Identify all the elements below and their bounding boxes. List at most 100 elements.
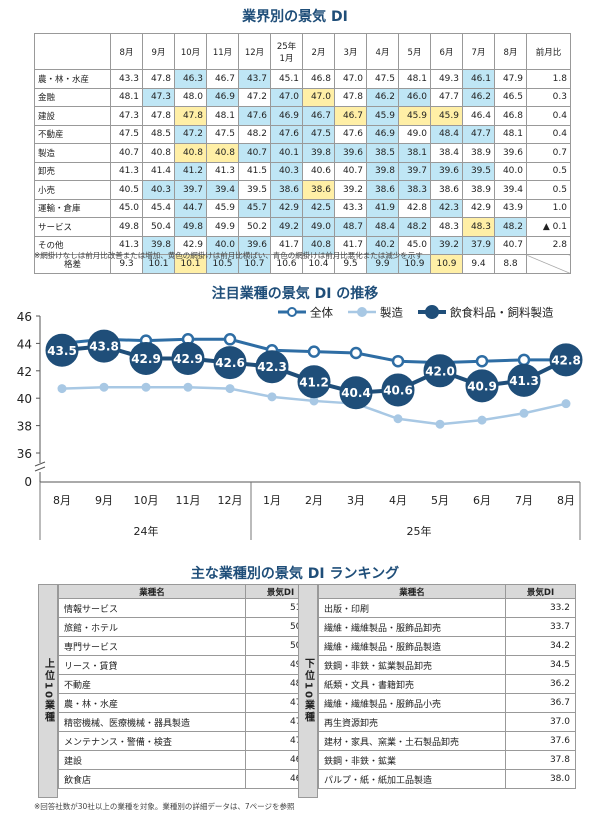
data-point <box>339 376 373 410</box>
table-cell: 47.2 <box>174 124 207 144</box>
table-cell: 39.2 <box>430 235 463 255</box>
table-cell: 48.2 <box>238 124 271 144</box>
industry-score: 37.6 <box>505 731 576 751</box>
data-point <box>171 341 205 375</box>
diff-cell: 0.4 <box>526 124 571 144</box>
table-cell: 46.1 <box>462 69 495 89</box>
table-cell: 49.2 <box>270 217 303 237</box>
axis-break <box>34 461 46 472</box>
x-tick-label: 3月 <box>347 494 365 507</box>
table-cell: 48.7 <box>334 217 367 237</box>
industry-name: 飲食店 <box>58 769 246 789</box>
table-cell: 49.9 <box>206 217 239 237</box>
x-tick-label: 1月 <box>263 494 281 507</box>
table-cell: 38.6 <box>270 180 303 200</box>
ranking-row: 繊維・繊維製品・服飾品小売 36.7 <box>318 693 576 713</box>
data-point <box>475 354 489 368</box>
column-header: 前月比 <box>526 33 571 70</box>
table-cell: 49.8 <box>110 217 143 237</box>
industry-score: 34.2 <box>505 636 576 656</box>
table-cell: 47.6 <box>334 124 367 144</box>
data-point <box>297 365 331 399</box>
ranking-row: 繊維・繊維製品・服飾品卸売 33.7 <box>318 617 576 637</box>
row-label: サービス <box>34 217 111 237</box>
ranking-row: 旅館・ホテル50.5 <box>58 617 316 637</box>
data-label: 41.2 <box>299 375 329 389</box>
table-cell: 42.8 <box>398 198 431 218</box>
table-cell: 41.7 <box>270 235 303 255</box>
ranking-row: 飲食店46.8 <box>58 769 316 789</box>
ranking-row: 鉄鋼・非鉄・鉱業 37.8 <box>318 750 576 770</box>
table-cell: 47.3 <box>142 87 175 107</box>
table-cell: 46.9 <box>206 87 239 107</box>
data-point <box>435 419 445 429</box>
year-label: 25年 <box>407 524 432 538</box>
y-tick-label: 42 <box>17 365 32 379</box>
table-cell: 39.6 <box>494 143 527 163</box>
bottom-ranking-table: 業種名 景気DI 出版・印刷 33.2 繊維・繊維製品・服飾品卸売 33.7 繊維・繊維製品… <box>318 584 576 789</box>
ranking-row: 情報サービス51.8 <box>58 598 316 618</box>
industry-name: 情報サービス <box>58 598 246 618</box>
table-cell: 42.3 <box>430 198 463 218</box>
row-label: 格差 <box>34 254 111 274</box>
x-tick-label: 6月 <box>473 494 491 507</box>
ranking-row: 精密機械、医療機械・器具製造47.0 <box>58 712 316 732</box>
industry-name: 旅館・ホテル <box>58 617 246 637</box>
table-cell: 37.9 <box>462 235 495 255</box>
table-cell: 41.3 <box>110 235 143 255</box>
ranking-row: 農・林・水産47.9 <box>58 693 316 713</box>
table-cell: 48.2 <box>398 217 431 237</box>
column-header: 5月 <box>398 33 431 70</box>
table-cell: 47.5 <box>110 124 143 144</box>
column-header: 2月 <box>302 33 335 70</box>
table-cell: 46.7 <box>334 106 367 126</box>
table-cell: 40.6 <box>302 161 335 181</box>
x-tick-label: 5月 <box>431 494 449 507</box>
ranking-row: 建設46.8 <box>58 750 316 770</box>
table-cell: 48.2 <box>494 217 527 237</box>
table-note: ※網掛けなしは前月比改善または増加、黄色の網掛けは前月比横ばい、青色の網掛けは前… <box>34 251 423 260</box>
industry-name: 繊維・繊維製品・服飾品卸売 <box>318 617 506 637</box>
diff-cell: 0.5 <box>526 180 571 200</box>
table-cell: 45.0 <box>398 235 431 255</box>
table-cell: 40.0 <box>206 235 239 255</box>
ranking-row: 専門サービス50.3 <box>58 636 316 656</box>
table-cell: 39.4 <box>206 180 239 200</box>
diff-cell <box>526 254 571 274</box>
industry-name: 不動産 <box>58 674 246 694</box>
data-point <box>477 415 487 425</box>
industry-score: 36.7 <box>505 693 576 713</box>
table-cell: 10.6 <box>270 254 303 274</box>
table-cell: 49.0 <box>302 217 335 237</box>
data-point <box>45 333 79 367</box>
diff-cell: 0.5 <box>526 161 571 181</box>
diff-cell: 0.7 <box>526 143 571 163</box>
diff-cell: 2.8 <box>526 235 571 255</box>
column-header: 10月 <box>174 33 207 70</box>
data-label: 42.6 <box>215 356 245 370</box>
table-cell: 39.8 <box>366 161 399 181</box>
table-cell: 40.8 <box>206 143 239 163</box>
table-cell: 38.3 <box>398 180 431 200</box>
y-tick-label: 44 <box>17 337 32 351</box>
data-point <box>381 373 415 407</box>
column-header: 25年 1月 <box>270 33 303 70</box>
ranking-note: ※回答社数が30社以上の業種を対象。業種別の詳細データは、7ページを参照 <box>34 802 295 811</box>
table-row: 小売 40.5 40.3 39.7 39.4 39.5 38.6 38.6 39.2 38.6 38… <box>34 180 571 200</box>
data-point <box>99 382 109 392</box>
table-cell: 42.9 <box>270 198 303 218</box>
industry-name: 鉄鋼・非鉄・鉱業 <box>318 750 506 770</box>
table-cell: 39.7 <box>174 180 207 200</box>
data-point <box>213 346 247 380</box>
table-cell: 38.5 <box>366 143 399 163</box>
table-cell: 10.9 <box>430 254 463 274</box>
row-label: 運輸・倉庫 <box>34 198 111 218</box>
table-title: 業界別の景気 DI <box>242 9 348 25</box>
table-cell: 10.1 <box>174 254 207 274</box>
table-cell: 46.2 <box>366 87 399 107</box>
col-header-name: 業種名 <box>318 584 506 599</box>
industry-name: 鉄鋼・非鉄・鉱業製品卸売 <box>318 655 506 675</box>
x-tick-label: 8月 <box>53 494 71 507</box>
table-row: 農・林・水産 43.3 47.8 46.3 46.7 43.7 45.1 46.8 47.0 47… <box>34 69 571 89</box>
data-point <box>129 341 163 375</box>
